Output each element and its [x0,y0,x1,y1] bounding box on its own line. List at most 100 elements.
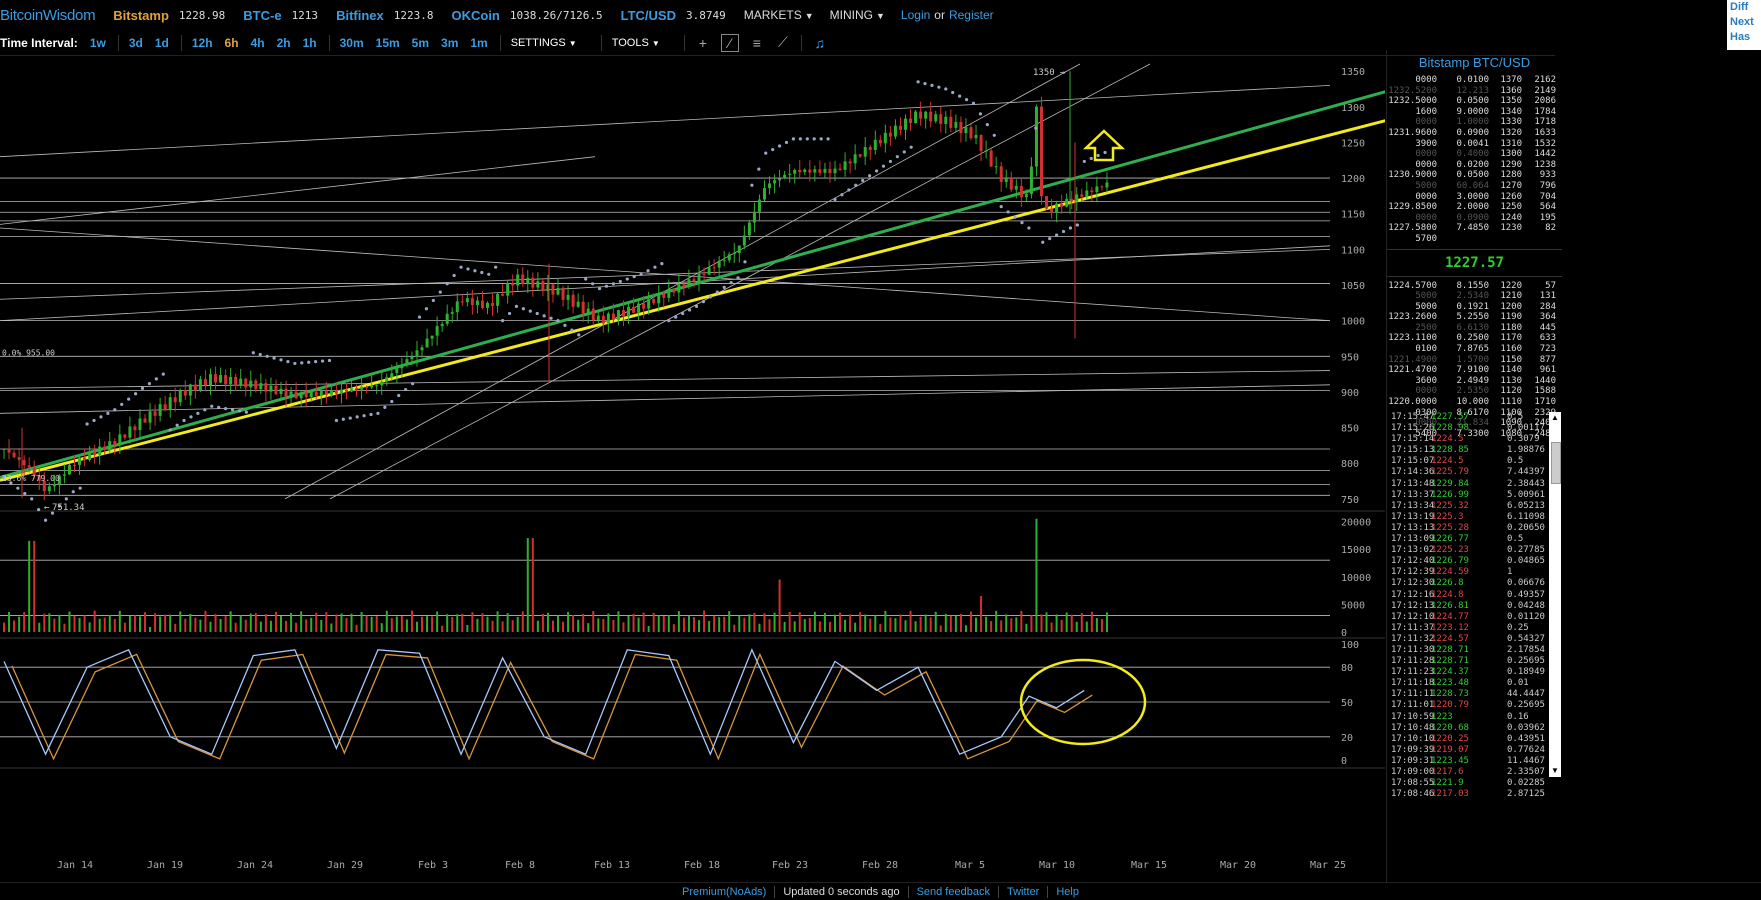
orderbook-row[interactable]: 1232.5200 12.213 1360 2149 [1387,86,1562,97]
twitter-link[interactable]: Twitter [1006,885,1040,898]
difficulty-label[interactable]: Diff [1730,1,1749,13]
trade-row[interactable]: 17:13:09 1226.77 0.5 [1387,534,1551,545]
trade-history[interactable]: 17:15:47 1227.57 0.5 17:15:26 1228.98 0.00117… [1387,412,1551,822]
orderbook-row[interactable]: 0000 0.0100 1370 2162 [1387,75,1562,86]
interval-1d[interactable]: 1d [154,35,169,50]
interval-3d[interactable]: 3d [128,35,143,50]
trade-row[interactable]: 17:12:13 1226.81 0.04248 [1387,601,1551,612]
ticker-exchange[interactable]: BTC-e [243,7,282,23]
chart-area[interactable]: 1350 1300 1250 1200 1150 1100 1050 1000 950 900 85… [0,56,1486,882]
trade-row[interactable]: 17:11:01 1220.79 0.25695 [1387,700,1551,711]
trendline[interactable] [329,63,1151,500]
trendline[interactable] [0,245,1331,322]
brand-logo[interactable]: BitcoinWisdom [0,6,96,24]
orderbook-row[interactable]: 0000 2.5350 1120 1588 [1387,386,1562,397]
orderbook-row[interactable]: 5000 0.1921 1200 284 [1387,302,1562,313]
orderbook-row[interactable]: 1220.0000 10.000 1110 1710 [1387,397,1562,408]
alert-bell-icon[interactable]: ♫ [814,34,826,51]
trade-row[interactable]: 17:14:36 1225.79 7.44397 [1387,467,1551,478]
orderbook-row[interactable]: 1232.5000 0.0500 1350 2086 [1387,96,1562,107]
trade-row[interactable]: 17:11:18 1223.48 0.01 [1387,678,1551,689]
ticker-exchange[interactable]: OKCoin [451,7,500,23]
trade-row[interactable]: 17:10:59 1223 0.16 [1387,712,1551,723]
orderbook-row[interactable]: 5400 7.3300 1080 2483 [1387,429,1562,440]
orderbook-row[interactable]: 0100 7.8765 1160 723 [1387,344,1562,355]
orderbook-row[interactable]: 5000 2.5340 1210 131 [1387,291,1562,302]
trade-row[interactable]: 17:13:48 1229.84 2.38443 [1387,479,1551,490]
trade-row[interactable]: 17:09:39 1219.07 0.77624 [1387,745,1551,756]
orderbook-row[interactable]: 1229.8500 2.0000 1250 564 [1387,202,1562,213]
price-chart[interactable]: 1350130012501200115011001050100095090085… [0,56,1486,882]
trendline[interactable] [0,84,1331,158]
trade-row[interactable]: 17:13:13 1225.28 0.20650 [1387,523,1551,534]
orderbook-row[interactable]: 0000 0.0900 1240 195 [1387,213,1562,224]
orderbook-row[interactable]: 1227.5800 7.4850 1230 82 [1387,223,1562,234]
trade-row[interactable]: 17:10:10 1220.25 0.43951 [1387,734,1551,745]
yellow-trendline[interactable] [0,94,1481,482]
trade-row[interactable]: 17:11:30 1228.71 2.17854 [1387,645,1551,656]
trade-row[interactable]: 17:11:32 1224.57 0.54327 [1387,634,1551,645]
orderbook-row[interactable]: 1221.4700 7.9100 1140 961 [1387,365,1562,376]
orderbook-row[interactable]: 1223.1100 0.2500 1170 633 [1387,333,1562,344]
markets-menu[interactable]: MARKETS ▼ [743,8,814,22]
interval-15m[interactable]: 15m [375,35,400,50]
send-feedback-link[interactable]: Send feedback [916,885,990,898]
trendline[interactable] [0,248,1331,300]
orderbook-row[interactable]: 0000 3.0000 1260 704 [1387,192,1562,203]
orderbook-row[interactable]: 1224.5700 8.1550 1220 57 [1387,281,1562,292]
trendline[interactable] [0,156,596,225]
orderbook-row[interactable]: 3600 2.4949 1130 1440 [1387,376,1562,387]
orderbook-row[interactable]: 1230.9000 0.0500 1280 933 [1387,170,1562,181]
ticker-exchange[interactable]: LTC/USD [620,7,676,23]
trade-row[interactable]: 17:11:11 1228.73 44.4447 [1387,689,1551,700]
tools-dropdown[interactable]: TOOLS ▼ [611,36,660,49]
trade-row[interactable]: 17:15:47 1227.57 0.5 [1387,412,1551,423]
settings-dropdown[interactable]: SETTINGS ▼ [510,36,577,49]
trade-row[interactable]: 17:11:23 1224.37 0.18949 [1387,667,1551,678]
login-link[interactable]: Login [900,8,931,22]
mining-menu[interactable]: MINING ▼ [829,8,885,22]
ticker-exchange[interactable]: Bitstamp [113,7,169,23]
help-link[interactable]: Help [1056,885,1079,898]
fib-fan-icon[interactable]: ⟋ [777,34,788,50]
interval-30m[interactable]: 30m [339,35,364,50]
interval-1h[interactable]: 1h [302,35,317,50]
interval-1w[interactable]: 1w [89,35,106,50]
trade-row[interactable]: 17:08:46 1217.03 2.87125 [1387,789,1551,800]
hashrate-label[interactable]: Has [1730,31,1751,43]
trade-scrollbar[interactable]: ▲ ▼ [1549,412,1561,777]
trade-row[interactable]: 17:15:26 1228.98 0.00117 [1387,423,1551,434]
trendline-icon[interactable]: ⁄ [720,33,739,52]
trade-row[interactable]: 17:13:02 1225.23 0.27785 [1387,545,1551,556]
green-trendline[interactable] [0,62,1486,479]
orderbook-row[interactable]: 1221.4900 1.5700 1150 877 [1387,355,1562,366]
orderbook-row[interactable]: 0000 0.0200 1290 1238 [1387,160,1562,171]
premium-link[interactable]: Premium(NoAds) [682,885,767,898]
orderbook-row[interactable]: 0300 8.6170 1100 2329 [1387,408,1562,419]
trade-row[interactable]: 17:10:48 1220.68 0.03962 [1387,723,1551,734]
trade-row[interactable]: 17:15:14 1224.5 0.3079 [1387,434,1551,445]
trade-row[interactable]: 17:12:10 1224.77 0.01120 [1387,612,1551,623]
trade-row[interactable]: 17:13:34 1225.32 6.05213 [1387,501,1551,512]
interval-5m[interactable]: 5m [411,35,430,50]
orderbook-row[interactable]: 1223.2600 5.2550 1190 364 [1387,312,1562,323]
interval-4h[interactable]: 4h [250,35,265,50]
interval-3m[interactable]: 3m [441,35,459,50]
trade-row[interactable]: 17:15:07 1224.5 0.5 [1387,456,1551,467]
trade-row[interactable]: 17:15:13 1228.85 1.98876 [1387,445,1551,456]
trade-row[interactable]: 17:12:16 1224.8 0.49357 [1387,590,1551,601]
trade-row[interactable]: 17:13:37 1226.99 5.00961 [1387,490,1551,501]
register-link[interactable]: Register [948,8,994,22]
trade-row[interactable]: 17:12:39 1224.59 1 [1387,567,1551,578]
next-label[interactable]: Next [1730,16,1754,28]
trade-row[interactable]: 17:11:28 1228.71 0.25695 [1387,656,1551,667]
trendline[interactable] [0,370,1331,389]
trade-row[interactable]: 17:12:30 1226.8 0.06676 [1387,578,1551,589]
trade-row[interactable]: 17:09:00 1217.6 2.33507 [1387,767,1551,778]
trendline[interactable] [284,63,1081,500]
orderbook-row[interactable]: 1231.9600 0.0900 1320 1633 [1387,128,1562,139]
interval-1m[interactable]: 1m [470,35,488,50]
orderbook-row[interactable]: 3900 0.0041 1310 1532 [1387,139,1562,150]
trade-row[interactable]: 17:13:19 1225.3 6.11098 [1387,512,1551,523]
orderbook-row[interactable]: 5700 [1387,234,1562,245]
